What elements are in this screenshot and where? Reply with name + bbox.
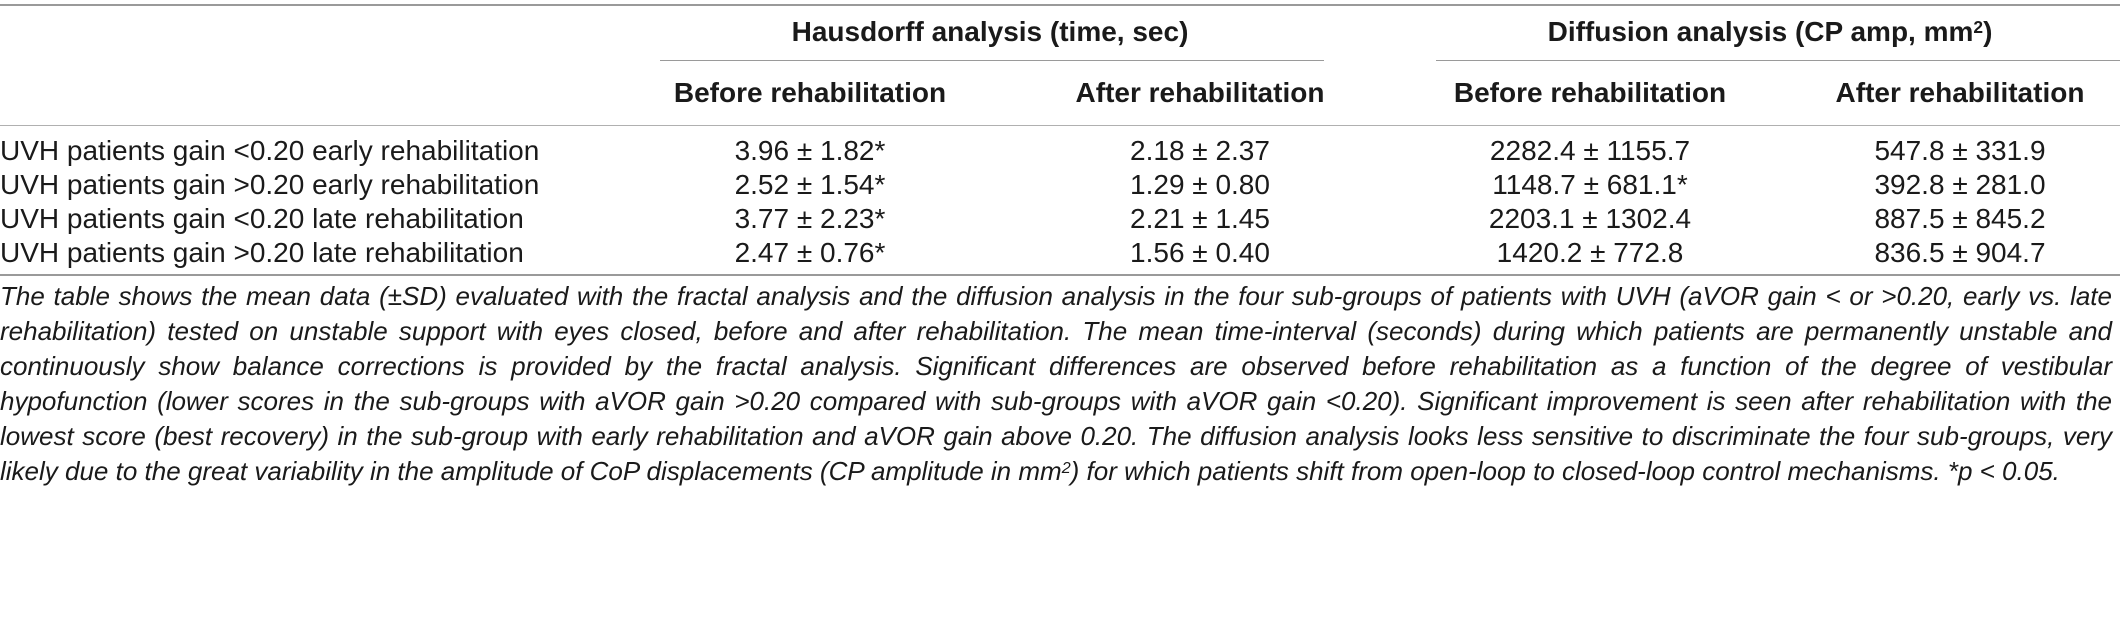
subheader-diffusion-after: After rehabilitation: [1835, 77, 2085, 108]
header-rule: [0, 125, 2120, 126]
cell-hausdorff-after: 1.56 ± 0.40: [1130, 237, 1270, 268]
group-header-hausdorff: Hausdorff analysis (time, sec): [650, 16, 1330, 48]
subheader-hausdorff-before: Before rehabilitation: [673, 77, 947, 108]
row-label: UVH patients gain >0.20 late rehabilitat…: [0, 237, 524, 268]
group-rule-hausdorff: [660, 60, 1324, 61]
top-rule: [0, 4, 2120, 6]
subheader-diffusion-before: Before rehabilitation: [1453, 77, 1727, 108]
caption-text-part2: ) for which patients shift from open-loo…: [1070, 456, 2060, 486]
cell-diffusion-after: 392.8 ± 281.0: [1874, 169, 2046, 200]
row-label: UVH patients gain <0.20 late rehabilitat…: [0, 203, 524, 234]
cell-hausdorff-before: 2.47 ± 0.76*: [734, 237, 886, 268]
group-header-hausdorff-label: Hausdorff analysis (time, sec): [791, 16, 1189, 47]
caption-superscript: 2: [1061, 458, 1071, 477]
cell-diffusion-before: 2203.1 ± 1302.4: [1488, 203, 1692, 234]
cell-diffusion-after: 887.5 ± 845.2: [1874, 203, 2046, 234]
subheader-hausdorff-after: After rehabilitation: [1075, 77, 1325, 108]
cell-diffusion-after: 547.8 ± 331.9: [1874, 135, 2046, 166]
cell-hausdorff-after: 1.29 ± 0.80: [1130, 169, 1270, 200]
group-header-diffusion-close: ): [1983, 16, 1993, 47]
cell-hausdorff-after: 2.18 ± 2.37: [1130, 135, 1270, 166]
group-rule-diffusion: [1436, 60, 2120, 61]
group-header-diffusion-superscript: 2: [1973, 17, 1984, 38]
group-header-diffusion: Diffusion analysis (CP amp, mm2): [1420, 16, 2120, 48]
cell-diffusion-after: 836.5 ± 904.7: [1874, 237, 2046, 268]
group-header-diffusion-label: Diffusion analysis (CP amp, mm: [1547, 16, 1974, 47]
cell-hausdorff-before: 3.77 ± 2.23*: [734, 203, 886, 234]
row-label: UVH patients gain <0.20 early rehabilita…: [0, 135, 540, 166]
table-caption: The table shows the mean data (±SD) eval…: [0, 279, 2112, 489]
cell-hausdorff-before: 3.96 ± 1.82*: [734, 135, 886, 166]
cell-diffusion-before: 1420.2 ± 772.8: [1496, 237, 1684, 268]
caption-text-part1: The table shows the mean data (±SD) eval…: [0, 281, 2112, 486]
cell-diffusion-before: 1148.7 ± 681.1*: [1492, 169, 1688, 200]
bottom-rule: [0, 274, 2120, 276]
cell-hausdorff-before: 2.52 ± 1.54*: [734, 169, 886, 200]
cell-diffusion-before: 2282.4 ± 1155.7: [1489, 135, 1691, 166]
cell-hausdorff-after: 2.21 ± 1.45: [1130, 203, 1270, 234]
row-label: UVH patients gain >0.20 early rehabilita…: [0, 169, 540, 200]
